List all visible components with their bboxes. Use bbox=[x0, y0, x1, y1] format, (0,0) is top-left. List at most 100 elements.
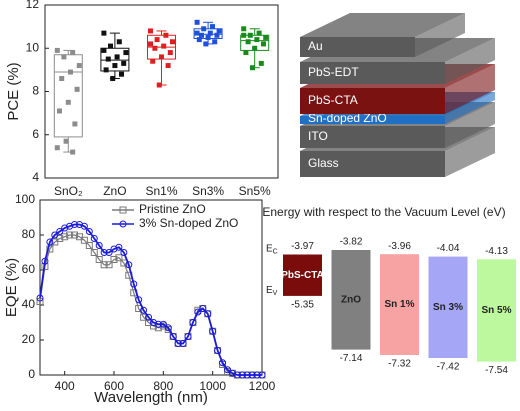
marker bbox=[169, 333, 177, 340]
marker bbox=[85, 242, 93, 249]
data-point bbox=[216, 28, 222, 34]
marker bbox=[41, 257, 49, 265]
band-edge-subscript: V bbox=[273, 290, 278, 297]
marker bbox=[100, 249, 108, 256]
layer-front bbox=[300, 62, 445, 84]
marker bbox=[204, 310, 212, 318]
data-point bbox=[254, 37, 260, 43]
x-tick-label: 800 bbox=[153, 379, 173, 393]
marker bbox=[95, 242, 103, 249]
data-point bbox=[163, 32, 169, 38]
marker bbox=[46, 245, 54, 253]
marker bbox=[95, 256, 103, 263]
marker bbox=[56, 235, 64, 242]
data-point bbox=[114, 54, 120, 60]
marker bbox=[75, 221, 83, 228]
marker bbox=[164, 324, 172, 332]
legend-marker bbox=[119, 220, 127, 228]
marker bbox=[56, 228, 64, 235]
marker bbox=[66, 222, 74, 230]
marker bbox=[36, 294, 44, 302]
y-tick-label: 10 bbox=[26, 40, 40, 54]
line bbox=[39, 223, 262, 376]
data-point bbox=[119, 71, 124, 77]
band-edge-label: EC bbox=[266, 243, 278, 255]
y-tick-label: 80 bbox=[22, 227, 36, 241]
marker bbox=[120, 259, 128, 267]
data-point bbox=[194, 30, 200, 36]
data-point bbox=[252, 45, 258, 51]
data-point bbox=[156, 82, 162, 88]
y-tick-label: 60 bbox=[22, 262, 36, 276]
marker bbox=[243, 371, 251, 379]
y-tick-label: 40 bbox=[22, 297, 36, 311]
energy-bar bbox=[428, 256, 468, 358]
data-point bbox=[54, 47, 60, 53]
y-tick-label: 12 bbox=[26, 0, 40, 11]
marker bbox=[253, 371, 261, 379]
y-axis-label: EQE (%) bbox=[3, 258, 20, 317]
marker bbox=[130, 280, 138, 288]
legend-marker bbox=[119, 206, 127, 214]
data-point bbox=[250, 65, 255, 71]
value-label: -7.42 bbox=[437, 362, 460, 373]
data-point bbox=[212, 39, 218, 45]
data-point bbox=[201, 26, 207, 32]
marker bbox=[145, 313, 153, 321]
marker bbox=[71, 221, 79, 228]
marker bbox=[51, 231, 59, 239]
marker bbox=[184, 333, 192, 340]
value-label: -7.32 bbox=[388, 359, 411, 370]
y-tick-label: 20 bbox=[22, 332, 36, 346]
marker bbox=[71, 231, 79, 239]
bar-label: Sn 1% bbox=[384, 299, 414, 310]
marker bbox=[179, 340, 187, 347]
data-point bbox=[123, 50, 129, 56]
marker bbox=[194, 308, 202, 316]
marker bbox=[140, 306, 148, 314]
data-point bbox=[159, 54, 164, 60]
data-point bbox=[121, 60, 127, 66]
marker bbox=[61, 224, 69, 232]
data-point bbox=[205, 34, 211, 40]
value-label: -3.96 bbox=[388, 241, 411, 252]
data-point bbox=[110, 76, 116, 82]
x-axis-label: Wavelength (nm) bbox=[94, 389, 208, 406]
marker bbox=[80, 222, 88, 230]
data-point bbox=[199, 32, 204, 38]
x-tick-label: Sn3% bbox=[192, 184, 224, 198]
value-label: -5.35 bbox=[291, 300, 314, 311]
y-axis-label: PCE (%) bbox=[5, 62, 22, 120]
marker bbox=[115, 254, 123, 262]
data-point bbox=[105, 56, 111, 62]
layer-side bbox=[445, 38, 495, 84]
layer-label: PbS-EDT bbox=[308, 65, 359, 79]
data-point bbox=[70, 149, 76, 155]
legend-label: Pristine ZnO bbox=[139, 202, 206, 216]
value-label: -4.13 bbox=[485, 246, 508, 257]
data-point bbox=[59, 76, 65, 82]
layer-front bbox=[300, 126, 445, 148]
data-point bbox=[68, 69, 73, 75]
data-point bbox=[203, 41, 209, 47]
data-point bbox=[243, 50, 249, 56]
band-edge-subscript: C bbox=[273, 248, 278, 255]
data-point bbox=[148, 28, 153, 34]
data-point bbox=[72, 121, 78, 127]
box bbox=[53, 54, 83, 138]
layer-front bbox=[300, 151, 445, 177]
marker bbox=[135, 305, 143, 312]
marker bbox=[105, 249, 113, 256]
marker bbox=[140, 313, 148, 321]
marker bbox=[248, 371, 256, 379]
marker bbox=[233, 371, 241, 379]
value-label: -7.54 bbox=[485, 365, 508, 376]
data-point bbox=[65, 99, 71, 105]
plot-frame bbox=[39, 199, 263, 376]
layer-front bbox=[300, 88, 445, 114]
marker bbox=[80, 236, 88, 244]
chart-title: Energy with respect to the Vacuum Level … bbox=[262, 205, 505, 219]
marker bbox=[238, 371, 246, 379]
layer-label: Au bbox=[308, 39, 323, 53]
